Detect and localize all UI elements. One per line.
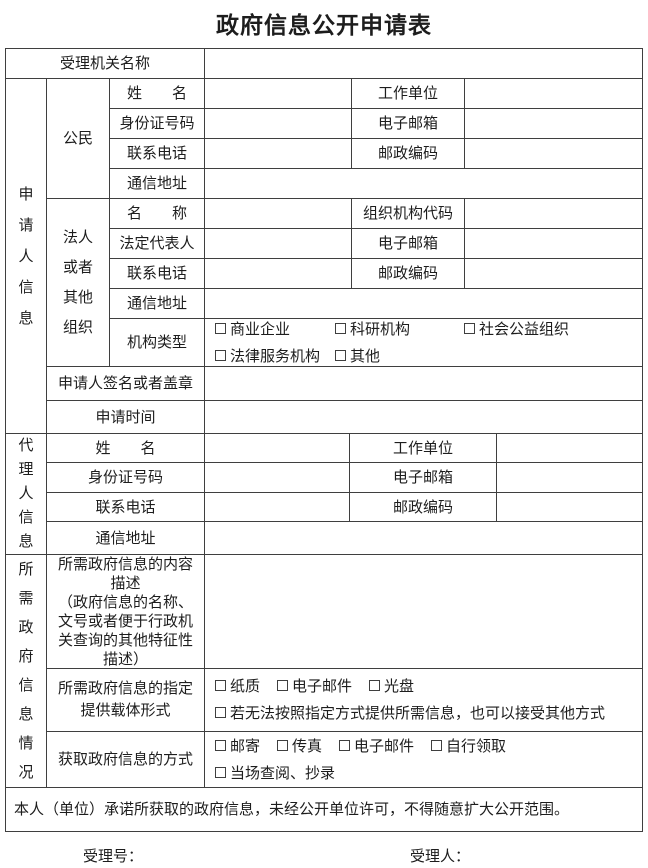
form-table: 受理机关名称 申 请 人 信 息 公民 姓 名 工作单位 身份证号码 电子邮箱 … bbox=[5, 48, 643, 832]
citizen-postcode-value[interactable] bbox=[465, 139, 642, 169]
checkbox-icon[interactable] bbox=[215, 707, 226, 718]
citizen-id-label: 身份证号码 bbox=[110, 109, 205, 139]
citizen-phone-label: 联系电话 bbox=[110, 139, 205, 169]
legal-address-label: 通信地址 bbox=[110, 289, 205, 319]
checkbox-icon[interactable] bbox=[464, 322, 475, 334]
legal-org-code-label: 组织机构代码 bbox=[352, 199, 465, 229]
option-other-org[interactable]: 其他 bbox=[335, 347, 380, 366]
accepting-org-label: 受理机关名称 bbox=[6, 49, 205, 79]
option-commercial-enterprise[interactable]: 商业企业 bbox=[215, 320, 335, 339]
agent-address-value[interactable] bbox=[205, 522, 642, 555]
checkbox-icon[interactable] bbox=[215, 680, 226, 691]
agent-email-value[interactable] bbox=[497, 463, 642, 493]
checkbox-icon[interactable] bbox=[215, 322, 226, 334]
content-desc-value[interactable] bbox=[205, 555, 642, 669]
citizen-address-value[interactable] bbox=[205, 169, 642, 199]
citizen-email-value[interactable] bbox=[465, 109, 642, 139]
signature-value[interactable] bbox=[205, 367, 642, 401]
legal-postcode-label: 邮政编码 bbox=[352, 259, 465, 289]
citizen-phone-value[interactable] bbox=[205, 139, 352, 169]
acceptance-no-label: 受理号： bbox=[83, 848, 144, 865]
citizen-id-value[interactable] bbox=[205, 109, 352, 139]
checkbox-icon[interactable] bbox=[369, 680, 381, 691]
citizen-email-label: 电子邮箱 bbox=[352, 109, 465, 139]
checkbox-icon[interactable] bbox=[335, 322, 346, 334]
option-mail[interactable]: 邮寄 bbox=[215, 737, 260, 756]
legal-email-value[interactable] bbox=[465, 229, 642, 259]
checkbox-icon[interactable] bbox=[215, 349, 226, 361]
legal-name-label: 名 称 bbox=[110, 199, 205, 229]
option-onsite-reading[interactable]: 当场查阅、抄录 bbox=[215, 764, 335, 783]
option-legal-service-org[interactable]: 法律服务机构 bbox=[215, 347, 335, 366]
apply-time-label: 申请时间 bbox=[47, 401, 205, 434]
agent-email-label: 电子邮箱 bbox=[350, 463, 497, 493]
option-fax[interactable]: 传真 bbox=[277, 737, 322, 756]
option-research-institution[interactable]: 科研机构 bbox=[335, 320, 464, 339]
obtain-label: 获取政府信息的方式 bbox=[47, 732, 205, 788]
checkbox-icon[interactable] bbox=[277, 739, 289, 751]
obtain-options: 邮寄 传真 电子邮件 自行领取 当场查阅、抄录 bbox=[205, 732, 642, 788]
legal-group-label: 法人 或者 其他 组织 bbox=[47, 199, 110, 367]
legal-rep-label: 法定代表人 bbox=[110, 229, 205, 259]
accepting-org-value[interactable] bbox=[205, 49, 642, 79]
agent-postcode-value[interactable] bbox=[497, 493, 642, 522]
org-type-label: 机构类型 bbox=[110, 319, 205, 367]
org-type-options: 商业企业 科研机构 社会公益组织 法律服务机构 其他 bbox=[205, 319, 642, 367]
citizen-address-label: 通信地址 bbox=[110, 169, 205, 199]
carrier-options: 纸质 电子邮件 光盘 若无法按照指定方式提供所需信息，也可以接受其他方式 bbox=[205, 669, 642, 732]
pledge-text: 本人（单位）承诺所获取的政府信息，未经公开单位许可，不得随意扩大公开范围。 bbox=[14, 801, 570, 818]
page-title: 政府信息公开申请表 bbox=[216, 12, 432, 38]
option-obtain-email[interactable]: 电子邮件 bbox=[339, 737, 414, 756]
citizen-postcode-label: 邮政编码 bbox=[352, 139, 465, 169]
agent-postcode-label: 邮政编码 bbox=[350, 493, 497, 522]
citizen-work-unit-label: 工作单位 bbox=[352, 79, 465, 109]
citizen-work-unit-value[interactable] bbox=[465, 79, 642, 109]
agent-phone-label: 联系电话 bbox=[47, 493, 205, 522]
agent-address-label: 通信地址 bbox=[47, 522, 205, 555]
acceptance-person-label: 受理人： bbox=[410, 848, 471, 865]
checkbox-icon[interactable] bbox=[431, 739, 443, 751]
option-public-welfare-org[interactable]: 社会公益组织 bbox=[464, 320, 569, 339]
agent-id-label: 身份证号码 bbox=[47, 463, 205, 493]
legal-phone-label: 联系电话 bbox=[110, 259, 205, 289]
checkbox-icon[interactable] bbox=[215, 739, 226, 751]
citizen-group-label: 公民 bbox=[47, 79, 110, 199]
option-paper[interactable]: 纸质 bbox=[215, 677, 260, 696]
agent-work-unit-value[interactable] bbox=[497, 434, 642, 463]
option-cd[interactable]: 光盘 bbox=[369, 677, 414, 696]
option-self-pickup[interactable]: 自行领取 bbox=[431, 737, 506, 756]
agent-name-label: 姓 名 bbox=[47, 434, 205, 463]
apply-time-value[interactable] bbox=[205, 401, 642, 434]
checkbox-icon[interactable] bbox=[215, 766, 226, 778]
agent-group-label: 代 理 人 信 息 bbox=[6, 434, 47, 555]
legal-org-code-value[interactable] bbox=[465, 199, 642, 229]
legal-phone-value[interactable] bbox=[205, 259, 352, 289]
content-desc-label: 所需政府信息的内容 描述 （政府信息的名称、 文号或者便于行政机 关查询的其他特… bbox=[47, 555, 205, 669]
citizen-name-label: 姓 名 bbox=[110, 79, 205, 109]
checkbox-icon[interactable] bbox=[339, 739, 351, 751]
option-carrier-email[interactable]: 电子邮件 bbox=[277, 677, 352, 696]
applicant-group-label: 申 请 人 信 息 bbox=[6, 79, 47, 434]
citizen-name-value[interactable] bbox=[205, 79, 352, 109]
checkbox-icon[interactable] bbox=[335, 349, 346, 361]
agent-id-value[interactable] bbox=[205, 463, 350, 493]
agent-name-value[interactable] bbox=[205, 434, 350, 463]
legal-email-label: 电子邮箱 bbox=[352, 229, 465, 259]
legal-postcode-value[interactable] bbox=[465, 259, 642, 289]
checkbox-icon[interactable] bbox=[277, 680, 289, 691]
legal-name-value[interactable] bbox=[205, 199, 352, 229]
legal-rep-value[interactable] bbox=[205, 229, 352, 259]
request-group-label: 所 需 政 府 信 息 情 况 bbox=[6, 555, 47, 788]
signature-label: 申请人签名或者盖章 bbox=[47, 367, 205, 401]
agent-phone-value[interactable] bbox=[205, 493, 350, 522]
carrier-label: 所需政府信息的指定 提供载体形式 bbox=[47, 669, 205, 732]
option-accept-other-means[interactable]: 若无法按照指定方式提供所需信息，也可以接受其他方式 bbox=[215, 704, 605, 723]
legal-address-value[interactable] bbox=[205, 289, 642, 319]
agent-work-unit-label: 工作单位 bbox=[350, 434, 497, 463]
